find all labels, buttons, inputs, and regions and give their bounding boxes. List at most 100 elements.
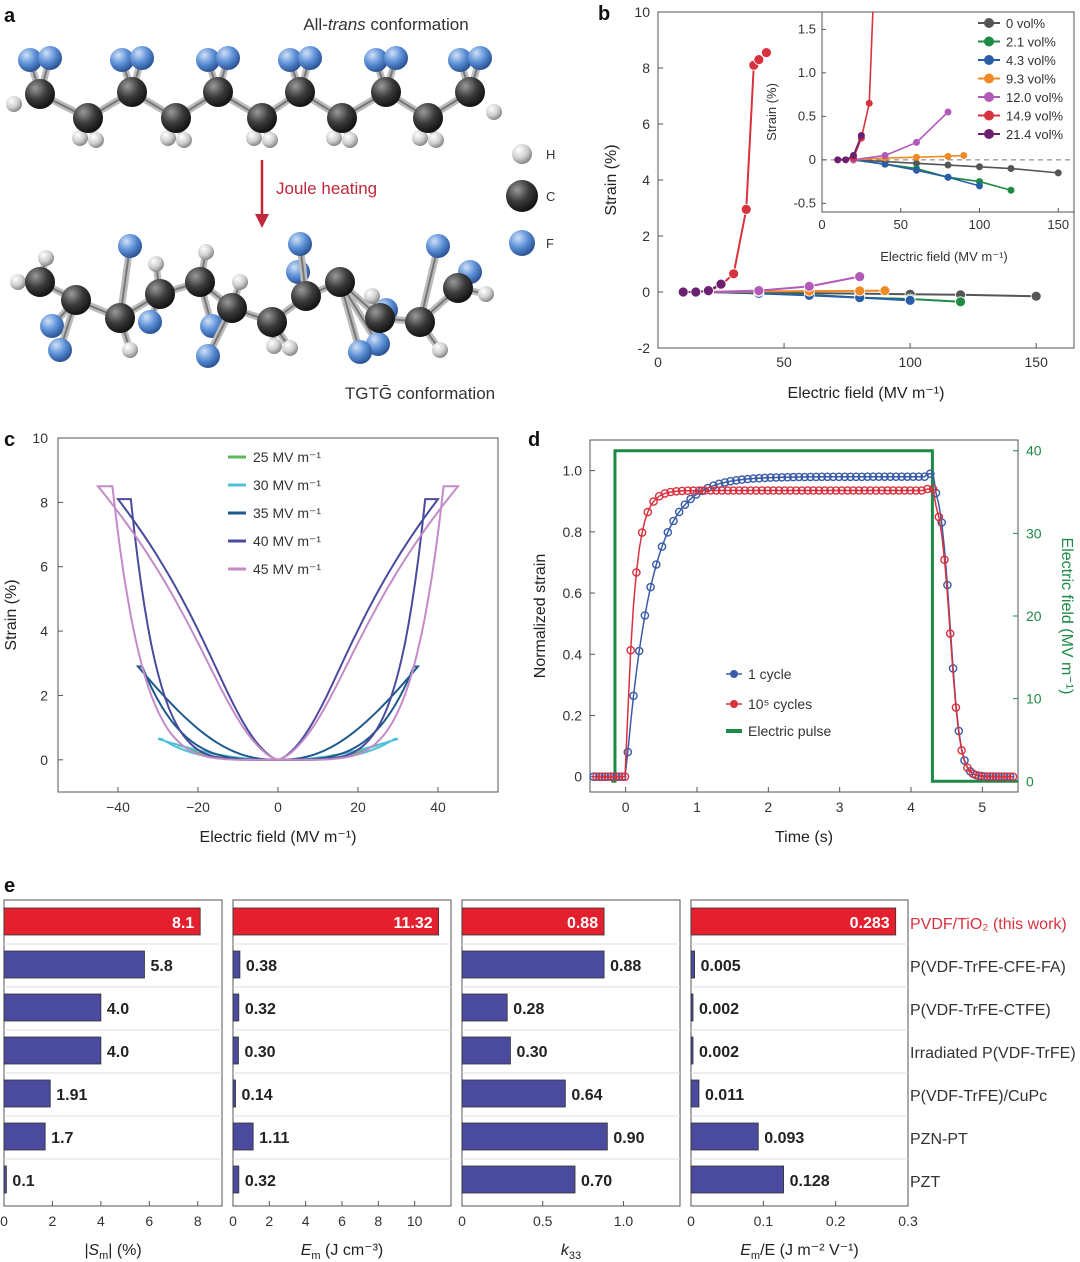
b-legend-marker [984,18,994,28]
material-label: PZN-PT [910,1131,968,1148]
d-data-point [926,469,935,479]
bar [461,1122,608,1151]
bar-value-label: 1.7 [51,1130,73,1147]
b-ytick-label: -2 [638,340,651,356]
fluorine-atom [348,340,372,364]
carbon-atom [257,307,287,337]
plot-d-axes: 0 1 2 3 4 5 0 0.2 0.4 0.6 0.8 1.0 0 10 20 30 40 Time (s) N… [532,443,1075,846]
e-xtick-label: 2 [49,1213,57,1229]
bar-plots: 8.15.84.04.01.911.70.10 2 4 6 8|Sm| (%)11.32… [0,899,918,1262]
legend-h: H [546,147,555,162]
d-data-point [666,487,675,497]
e-xtick-label: 2 [265,1213,273,1229]
panel-a: a All-trans conformation Joule heating T… [4,5,555,403]
inset-data-point [944,108,952,116]
b-data-point [740,203,752,215]
d-data-point [868,472,878,482]
c-xtick-label: −40 [106,799,130,815]
bar-value-label: 0.28 [513,1001,544,1018]
c-xtick-label: 40 [430,799,446,815]
d-data-point [834,472,844,482]
all-trans-molecule [6,46,502,148]
plot-d-legend: 1 cycle 10⁵ cycles Electric pulse [726,666,831,739]
d-data-point [928,484,938,494]
b-legend-label: 12.0 vol% [1006,90,1064,105]
inset-data-point [913,153,920,161]
b-data-point [703,285,714,297]
d-data-point [806,472,815,482]
d-data-point [843,486,852,495]
c-loop-left [135,665,278,761]
inset-data-point [976,163,983,171]
c-ytick-label: 4 [40,623,48,639]
d-data-point [652,560,661,569]
d-data-point [640,611,650,620]
fluorine-atom [38,46,62,70]
d-data-point [720,478,730,487]
e-xtick-label: 4 [97,1213,105,1229]
inset-ytick-label: -0.5 [794,195,816,210]
b-xtick-label: 150 [1025,354,1049,370]
hydrogen-atom [72,130,88,146]
d-data-point [791,486,801,495]
e-xtick-label: 0.5 [533,1213,553,1229]
carbon-atom [217,293,247,323]
inset-data-point [913,166,920,174]
bar-value-label: 0.32 [245,1173,276,1190]
inset-data-point [944,152,952,160]
carbon-atom [365,303,395,333]
b-data-point [955,296,966,308]
carbon-atom [327,103,357,133]
hydrogen-atom [10,274,26,290]
hydrogen-atom [486,104,502,120]
d-data-point [663,528,673,537]
legend-c: C [546,189,555,204]
d-data-point [974,771,984,781]
d-data-point [957,746,966,755]
d-legend-label: Electric pulse [748,723,831,739]
d-data-point [737,475,747,484]
plot-b-series [677,47,1042,308]
hydrogen-atom [478,286,494,302]
bar-value-label: 4.0 [107,1001,129,1018]
d-data-point [886,472,895,482]
hydrogen-atom [266,338,282,354]
fluorine-atom [288,232,312,256]
d-data-point [857,472,867,482]
e-xlabel-tail: /E (J m⁻² V⁻¹) [760,1242,859,1259]
d-data-point [903,472,912,482]
d-data-point [897,472,907,482]
b-xtick-label: 50 [776,354,792,370]
d-data-point [900,486,909,495]
d-data-point [934,512,944,522]
hydrogen-atom [262,132,278,148]
carbon-atom [443,273,473,303]
d-data-point [888,486,898,495]
carbon-atom [455,77,485,107]
d-data-point [757,486,767,495]
d-data-point [614,772,624,782]
bar-value-label: 0.32 [245,1001,276,1018]
d-data-point [826,486,835,495]
hydrogen-atom [148,256,164,272]
d-data-point [620,772,630,782]
e-xlabel-tail: | (%) [108,1242,141,1259]
inset-data-point [976,182,983,190]
c-legend-label: 45 MV m⁻¹ [253,561,321,577]
d-data-point [751,486,761,495]
e-xtick-label: 8 [194,1213,202,1229]
inset-series-line [837,135,863,161]
d-data-point [749,474,758,483]
panel-e-label: e [4,875,15,897]
d-data-point [940,555,949,565]
d-data-point [680,500,690,510]
bar [461,993,508,1022]
hydrogen-atom [6,96,22,112]
e-xtick-label: 1.0 [614,1213,634,1229]
d-ytick-label: 0 [574,769,582,785]
b-data-point [803,280,815,292]
d-data-point [809,486,818,495]
c-xtick-label: 20 [350,799,366,815]
bar-value-label: 0.30 [244,1044,275,1061]
